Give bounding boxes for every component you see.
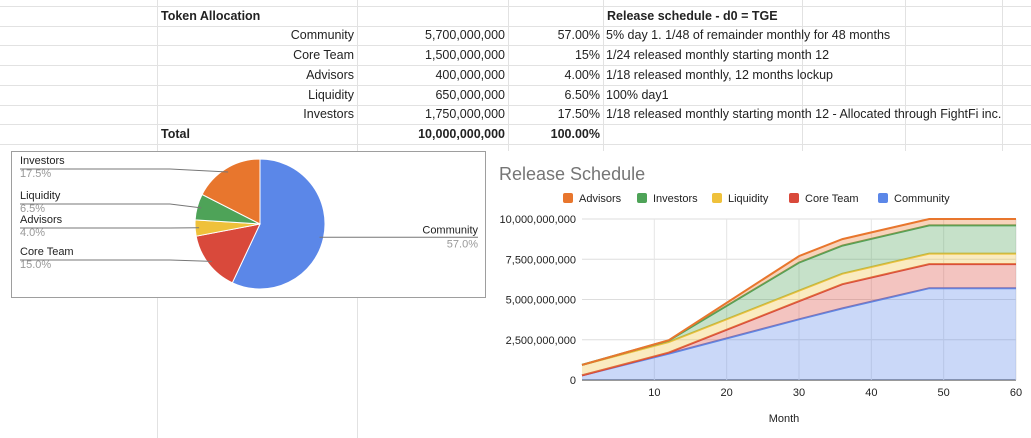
row-name-cell[interactable]: Core Team: [293, 48, 354, 62]
y-tick-label: 5,000,000,000: [506, 295, 576, 307]
pie-slice-core-team: [195, 223, 261, 284]
row-name-cell[interactable]: Liquidity: [308, 88, 354, 102]
area-fill-community: [582, 288, 1016, 380]
pie-slice-investors: [201, 158, 261, 225]
row-divider: [0, 144, 1031, 145]
row-pct-cell[interactable]: 4.00%: [564, 68, 600, 82]
legend-label-advisors: Advisors: [579, 193, 622, 205]
pie-leader-line-liquidity: [20, 203, 202, 209]
area-fill-investors: [582, 225, 1016, 365]
row-schedule-cell[interactable]: 100% day1: [606, 88, 669, 102]
row-divider: [0, 124, 1031, 125]
x-tick-label: 30: [793, 387, 805, 399]
total-amount-cell[interactable]: 10,000,000,000: [418, 127, 505, 141]
x-tick-label: 20: [721, 387, 733, 399]
total-label-cell[interactable]: Total: [161, 127, 190, 141]
area-line-core-team: [581, 263, 1016, 377]
area-fill-core-team: [582, 264, 1016, 376]
row-name-cell[interactable]: Advisors: [306, 68, 354, 82]
release-schedule-chart[interactable]: Release Schedule Advisors Investors Liquidi…: [486, 151, 1031, 438]
y-tick-label: 2,500,000,000: [506, 335, 576, 347]
total-pct-cell[interactable]: 100.00%: [550, 127, 600, 141]
row-divider: [0, 85, 1031, 86]
pie-pct-liquidity: 6.5%: [20, 203, 45, 215]
x-tick-label: 40: [865, 387, 877, 399]
x-tick-label: 10: [648, 387, 660, 399]
allocation-pie-chart[interactable]: Community 57.0% Core Team 15.0% Advisors 4.0%…: [11, 151, 486, 298]
pie-label-community: Community: [422, 224, 478, 236]
x-tick-label: 60: [1010, 387, 1022, 399]
allocation-title[interactable]: Token Allocation: [161, 9, 261, 23]
row-amount-cell[interactable]: 400,000,000: [435, 68, 505, 82]
pie-pct-community: 57.0%: [447, 238, 478, 250]
row-pct-cell[interactable]: 17.50%: [557, 107, 600, 121]
y-tick-label: 0: [570, 375, 576, 387]
row-divider: [0, 105, 1031, 106]
row-amount-cell[interactable]: 5,700,000,000: [425, 28, 505, 42]
row-divider: [0, 26, 1031, 27]
row-amount-cell[interactable]: 650,000,000: [435, 88, 505, 102]
row-pct-cell[interactable]: 57.00%: [557, 28, 600, 42]
row-name-cell[interactable]: Investors: [303, 107, 354, 121]
legend-swatch-advisors: [563, 193, 573, 203]
legend-label-community: Community: [894, 193, 950, 205]
pie-pct-investors: 17.5%: [20, 168, 51, 180]
y-tick-label: 10,000,000,000: [500, 214, 576, 226]
row-divider: [0, 45, 1031, 46]
x-axis-label: Month: [769, 413, 800, 425]
schedule-title[interactable]: Release schedule - d0 = TGE: [607, 9, 778, 23]
legend-swatch-core-team: [789, 193, 799, 203]
area-line-liquidity: [581, 252, 1016, 366]
x-tick-label: 50: [938, 387, 950, 399]
y-tick-label: 7,500,000,000: [506, 254, 576, 266]
pie-slice-community: [231, 158, 326, 290]
legend-swatch-liquidity: [712, 193, 722, 203]
area-chart-canvas: Release Schedule Advisors Investors Liquidi…: [499, 164, 1022, 425]
row-schedule-cell[interactable]: 1/24 released monthly starting month 12: [606, 48, 830, 62]
chart-title: Release Schedule: [499, 164, 645, 184]
row-schedule-cell[interactable]: 1/18 released monthly starting month 12 …: [606, 107, 1002, 121]
row-schedule-cell[interactable]: 5% day 1. 1/48 of remainder monthly for …: [606, 28, 891, 42]
pie-label-liquidity: Liquidity: [20, 190, 61, 202]
legend-label-investors: Investors: [653, 193, 698, 205]
area-line-advisors: [581, 218, 1016, 366]
row-schedule-cell[interactable]: 1/18 released monthly, 12 months lockup: [606, 68, 833, 82]
pie-leader-line-core-team: [20, 259, 212, 262]
pie-label-core-team: Core Team: [20, 246, 74, 258]
pie-leader-line-investors: [20, 168, 229, 173]
row-name-cell[interactable]: Community: [290, 28, 354, 42]
legend-swatch-community: [878, 193, 888, 203]
pie-label-investors: Investors: [20, 155, 65, 167]
row-amount-cell[interactable]: 1,500,000,000: [425, 48, 505, 62]
row-amount-cell[interactable]: 1,750,000,000: [425, 107, 505, 121]
pie-pct-advisors: 4.0%: [20, 227, 45, 239]
row-divider: [0, 65, 1031, 66]
pie-pct-core-team: 15.0%: [20, 259, 51, 271]
area-fill-liquidity: [582, 253, 1016, 376]
legend-label-core-team: Core Team: [805, 193, 859, 205]
legend-label-liquidity: Liquidity: [728, 193, 769, 205]
row-divider: [0, 6, 1031, 7]
row-pct-cell[interactable]: 15%: [574, 48, 600, 62]
row-pct-cell[interactable]: 6.50%: [564, 88, 600, 102]
legend-swatch-investors: [637, 193, 647, 203]
pie-label-advisors: Advisors: [20, 214, 63, 226]
